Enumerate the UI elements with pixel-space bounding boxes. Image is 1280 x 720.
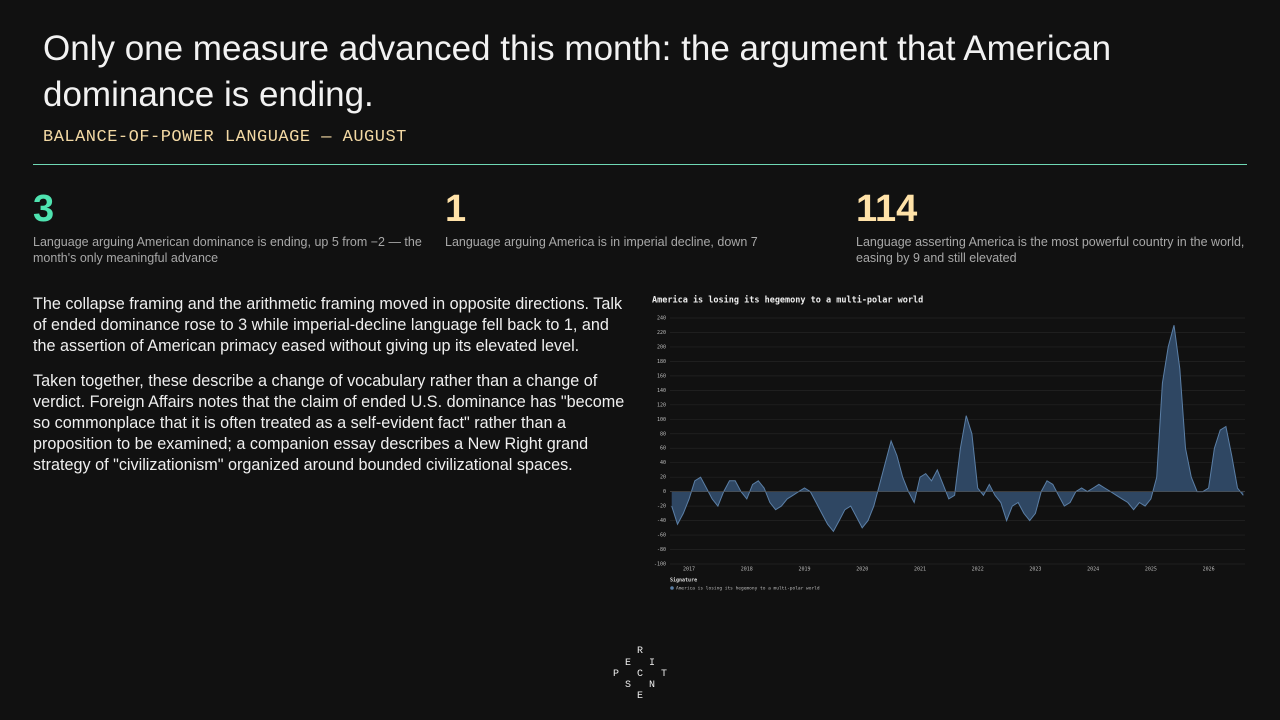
x-tick-label: 2020 bbox=[856, 567, 868, 573]
logo-letter: E bbox=[625, 658, 632, 669]
x-tick-label: 2019 bbox=[798, 567, 810, 573]
y-tick-label: 180 bbox=[657, 359, 666, 365]
y-tick-label: 0 bbox=[663, 489, 666, 495]
logo-letter: S bbox=[625, 680, 632, 691]
stat: 3 Language arguing American dominance is … bbox=[33, 188, 428, 266]
legend-title: Signature bbox=[670, 578, 697, 584]
paragraph: The collapse framing and the arithmetic … bbox=[33, 295, 623, 355]
x-tick-label: 2025 bbox=[1145, 567, 1157, 573]
paragraph: Taken together, these describe a change … bbox=[33, 372, 625, 474]
y-tick-label: 200 bbox=[657, 344, 666, 350]
logo-letter: C bbox=[637, 669, 644, 680]
logo-letter: N bbox=[649, 680, 656, 691]
area bbox=[671, 325, 1244, 532]
stat: 114 Language asserting America is the mos… bbox=[856, 188, 1251, 266]
y-tick-label: 40 bbox=[660, 460, 666, 466]
y-tick-label: -40 bbox=[657, 518, 666, 524]
stat-value: 114 bbox=[856, 188, 918, 230]
stat-value: 1 bbox=[445, 188, 467, 230]
legend-swatch bbox=[670, 586, 674, 590]
x-tick-label: 2026 bbox=[1203, 567, 1215, 573]
logo-letter: I bbox=[649, 658, 656, 669]
y-tick-label: -80 bbox=[657, 547, 666, 553]
y-tick-label: 80 bbox=[660, 431, 666, 437]
stat: 1 Language arguing America is in imperial… bbox=[445, 188, 840, 250]
logo: R E I P C T S N E bbox=[600, 646, 680, 702]
chart-title: America is losing its hegemony to a mult… bbox=[652, 295, 923, 306]
y-tick-label: -60 bbox=[657, 533, 666, 539]
logo-letter: P bbox=[613, 669, 620, 680]
y-tick-label: 120 bbox=[657, 402, 666, 408]
y-tick-label: -20 bbox=[657, 504, 666, 510]
y-tick-label: 100 bbox=[657, 417, 666, 423]
y-tick-label: 60 bbox=[660, 446, 666, 452]
legend-label: America is losing its hegemony to a mult… bbox=[676, 586, 820, 592]
slide-title: Only one measure advanced this month: th… bbox=[43, 29, 1112, 114]
stat-value: 3 bbox=[33, 188, 55, 230]
x-tick-label: 2017 bbox=[683, 567, 695, 573]
logo-letter: R bbox=[637, 646, 644, 657]
x-tick-label: 2023 bbox=[1029, 567, 1041, 573]
logo-letter: T bbox=[661, 669, 668, 680]
stat-description: Language asserting America is the most p… bbox=[856, 235, 1245, 265]
y-tick-label: 160 bbox=[657, 373, 666, 379]
body-text: The collapse framing and the arithmetic … bbox=[33, 294, 628, 490]
x-tick-label: 2024 bbox=[1087, 567, 1099, 573]
divider bbox=[33, 164, 1247, 165]
x-tick-label: 2022 bbox=[972, 567, 984, 573]
x-tick-label: 2018 bbox=[741, 567, 753, 573]
y-tick-label: 20 bbox=[660, 475, 666, 481]
stat-description: Language arguing American dominance is e… bbox=[33, 235, 422, 265]
line bbox=[671, 325, 1244, 533]
subtitle: BALANCE-OF-POWER LANGUAGE — AUGUST bbox=[43, 128, 407, 147]
stat-description: Language arguing America is in imperial … bbox=[445, 235, 758, 249]
y-tick-label: 220 bbox=[657, 330, 666, 336]
y-tick-label: -100 bbox=[654, 562, 666, 568]
y-tick-label: 240 bbox=[657, 316, 666, 322]
logo-letter: E bbox=[637, 691, 644, 702]
y-tick-label: 140 bbox=[657, 388, 666, 394]
x-tick-label: 2021 bbox=[914, 567, 926, 573]
